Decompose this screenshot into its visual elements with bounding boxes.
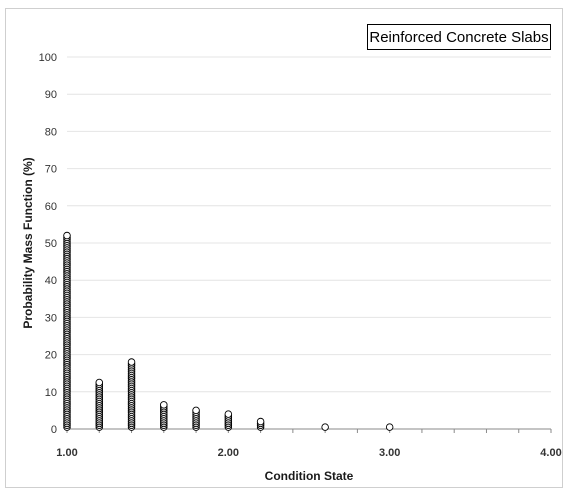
- data-point: [224, 410, 233, 418]
- data-point: [95, 378, 104, 387]
- data-point: [63, 231, 71, 240]
- y-tick-label: 100: [39, 52, 57, 64]
- y-axis-title: Probability Mass Function (%): [21, 157, 35, 328]
- chart-frame: [5, 8, 563, 488]
- data-point: [160, 401, 168, 409]
- data-point: [321, 423, 329, 431]
- x-tick-label: 1.00: [56, 447, 77, 459]
- y-tick-label: 10: [45, 387, 57, 399]
- x-tick-label: 3.00: [379, 447, 400, 459]
- legend-entry: Reinforced Concrete Slabs: [369, 28, 549, 46]
- y-tick-label: 70: [45, 164, 57, 176]
- y-tick-label: 80: [45, 126, 57, 138]
- data-point: [385, 423, 394, 431]
- y-tick-label: 90: [45, 89, 57, 101]
- y-tick-label: 0: [51, 424, 57, 436]
- y-tick-label: 60: [45, 201, 57, 213]
- x-tick-label: 4.00: [540, 447, 561, 459]
- y-tick-label: 30: [45, 312, 57, 324]
- data-point: [256, 417, 265, 426]
- legend: Reinforced Concrete Slabs: [367, 24, 551, 50]
- data-point: [192, 406, 200, 415]
- data-point: [127, 358, 136, 366]
- x-tick-label: 2.00: [218, 447, 239, 459]
- y-tick-label: 20: [45, 350, 57, 362]
- y-tick-label: 50: [45, 238, 57, 250]
- x-axis-title: Condition State: [265, 469, 354, 483]
- y-tick-label: 40: [45, 275, 57, 287]
